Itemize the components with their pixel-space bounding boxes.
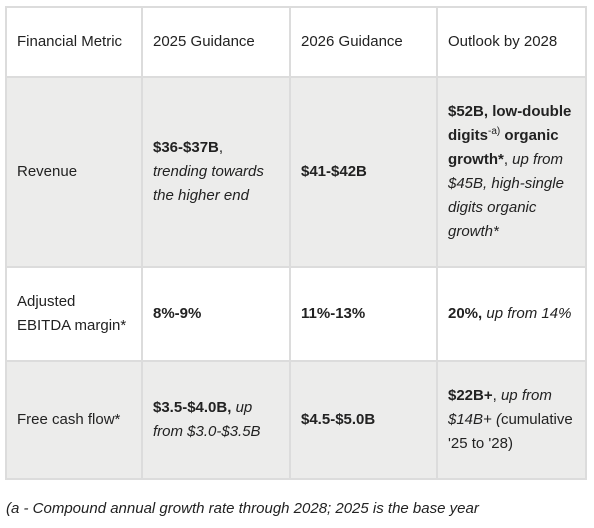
header-financial-metric: Financial Metric <box>5 6 143 78</box>
ebitda-2025-cell: 8%-9% <box>141 266 291 362</box>
fcf-2025-cell: $3.5-$4.0B, up from $3.0-$3.5B <box>141 360 291 480</box>
ebitda-outlook-note: up from 14% <box>486 305 572 322</box>
table-row-revenue: Revenue $36-$37B, trending towards the h… <box>5 76 587 268</box>
table-row-ebitda: Adjusted EBITDA margin* 8%-9% 11%-13% 20… <box>5 266 587 362</box>
ebitda-2026-cell: 11%-13% <box>289 266 438 362</box>
revenue-outlook-note: up from $45B, high-single digits organic… <box>448 151 564 240</box>
table-row-free-cash-flow: Free cash flow* $3.5-$4.0B, up from $3.0… <box>5 360 587 480</box>
fcf-outlook-value: $22B+ <box>448 387 493 404</box>
ebitda-2026-value: 11%-13% <box>301 305 366 322</box>
header-outlook-2028: Outlook by 2028 <box>436 6 587 78</box>
revenue-2025-comma: , <box>218 139 224 156</box>
revenue-2025-note: trending towards the higher end <box>153 163 264 204</box>
metric-ebitda: Adjusted EBITDA margin* <box>5 266 143 362</box>
fcf-2026-cell: $4.5-$5.0B <box>289 360 438 480</box>
revenue-outlook-growth: organic growth* <box>448 127 559 168</box>
fcf-outlook-cell: $22B+, up from $14B+ (cumulative '25 to … <box>436 360 587 480</box>
table-header-row: Financial Metric 2025 Guidance 2026 Guid… <box>5 6 587 78</box>
metric-revenue: Revenue <box>5 76 143 268</box>
fcf-2025-value: $3.5-$4.0B, <box>153 399 232 416</box>
revenue-2025-cell: $36-$37B, trending towards the higher en… <box>141 76 291 268</box>
header-2025-guidance: 2025 Guidance <box>141 6 291 78</box>
revenue-2025-value: $36-$37B <box>153 139 219 156</box>
fcf-outlook-cumulative: cumulative '25 to '28) <box>448 411 573 452</box>
revenue-outlook-cell: $52B, low-double digits-a) organic growt… <box>436 76 587 268</box>
revenue-outlook-comma: , <box>503 151 508 168</box>
financial-guidance-table: Financial Metric 2025 Guidance 2026 Guid… <box>5 6 587 480</box>
fcf-2025-note: up from $3.0-$3.5B <box>153 399 261 440</box>
ebitda-outlook-cell: 20%, up from 14% <box>436 266 587 362</box>
header-2026-guidance: 2026 Guidance <box>289 6 438 78</box>
fcf-outlook-note: up from $14B+ ( <box>448 387 552 428</box>
revenue-2026-cell: $41-$42B <box>289 76 438 268</box>
ebitda-2025-value: 8%-9% <box>153 305 202 322</box>
footnote: (a - Compound annual growth rate through… <box>6 500 479 517</box>
revenue-outlook-footnote-ref: -a) <box>488 126 501 137</box>
metric-free-cash-flow: Free cash flow* <box>5 360 143 480</box>
ebitda-outlook-value: 20%, <box>448 305 483 322</box>
revenue-outlook-value: $52B, low-double digits <box>448 103 572 144</box>
fcf-outlook-comma: , <box>492 387 497 404</box>
revenue-2026-value: $41-$42B <box>301 163 367 180</box>
fcf-2026-value: $4.5-$5.0B <box>301 411 376 428</box>
